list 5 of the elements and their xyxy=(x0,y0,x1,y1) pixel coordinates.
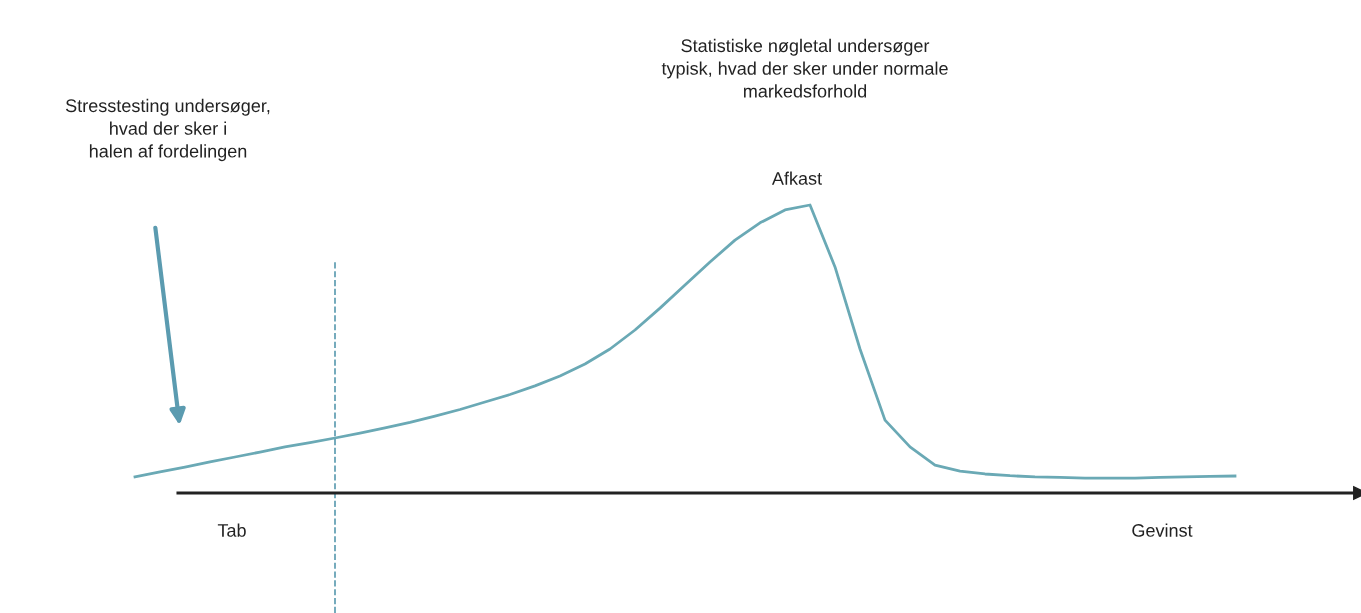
text: Afkast xyxy=(771,171,822,185)
text: Stresstesting undersøger, hvad der sker i halen af fordelingen xyxy=(65,98,270,162)
text: Statistiske nøgletal undersøger typisk, hvad der sker under normale markedsforhold xyxy=(661,38,948,98)
text: Tab xyxy=(217,523,246,537)
text: Gevinst xyxy=(1132,523,1193,537)
